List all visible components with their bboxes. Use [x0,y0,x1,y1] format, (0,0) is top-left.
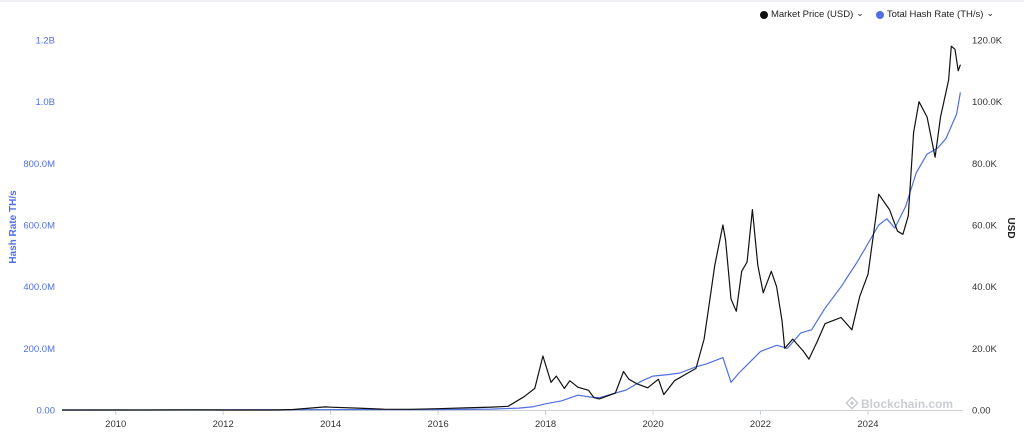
x-tick-label: 2020 [642,419,663,430]
legend-dot-hash-rate [875,10,884,19]
top-divider [0,0,1024,2]
watermark-text: Blockchain.com [861,397,953,411]
legend-item-hash-rate[interactable]: Total Hash Rate (TH/s) ⌄ [875,8,994,20]
x-axis: 2010 2012 2014 2016 2018 2020 2022 2024 [62,410,962,430]
x-tick-label: 2022 [750,419,771,430]
blockchain-logo-icon [845,396,859,410]
y-left-tick-label: 800.0M [23,159,55,170]
y-left-tick-label: 1.0B [35,97,55,108]
legend-dot-market-price [759,10,768,19]
market-price-line [62,45,961,411]
legend: Market Price (USD) ⌄ Total Hash Rate (TH… [759,8,994,20]
y-right-tick-label: 40.0K [972,282,997,293]
y-right-tick-label: 20.0K [972,344,997,355]
y-right-tick-label: 60.0K [972,221,997,232]
y-right-tick-label: 100.0K [972,97,1003,108]
legend-label-hash-rate: Total Hash Rate (TH/s) [886,9,984,20]
x-tick-label: 2018 [535,419,556,430]
left-axis: 0.00 200.0M 400.0M 600.0M 800.0M 1.0B 1.2B [23,36,55,417]
series-layer [61,45,961,411]
chevron-down-icon: ⌄ [856,8,864,18]
hash-rate-line [61,92,961,411]
x-tick-label: 2012 [213,419,234,430]
y-axis-left-label: Hash Rate TH/s [8,190,19,264]
y-left-tick-label: 1.2B [35,36,55,47]
y-left-tick-label: 400.0M [23,282,55,293]
y-left-tick-label: 200.0M [23,344,55,355]
x-tick-label: 2024 [857,419,878,430]
legend-item-market-price[interactable]: Market Price (USD) ⌄ [759,8,864,20]
y-left-tick-label: 600.0M [23,221,55,232]
y-axis-right-label: USD [1005,217,1016,238]
chevron-down-icon: ⌄ [986,8,994,18]
right-axis: 0.00 20.0K 40.0K 60.0K 80.0K 100.0K 120.0K [972,36,1003,417]
legend-label-market-price: Market Price (USD) [770,9,854,20]
y-right-tick-label: 0.00 [972,406,991,417]
y-left-tick-label: 0.00 [37,406,56,417]
x-tick-label: 2016 [428,419,449,430]
x-tick-label: 2014 [320,419,341,430]
x-tick-label: 2010 [105,419,126,430]
watermark: Blockchain.com [845,396,953,411]
y-right-tick-label: 120.0K [972,36,1003,47]
y-right-tick-label: 80.0K [972,159,997,170]
